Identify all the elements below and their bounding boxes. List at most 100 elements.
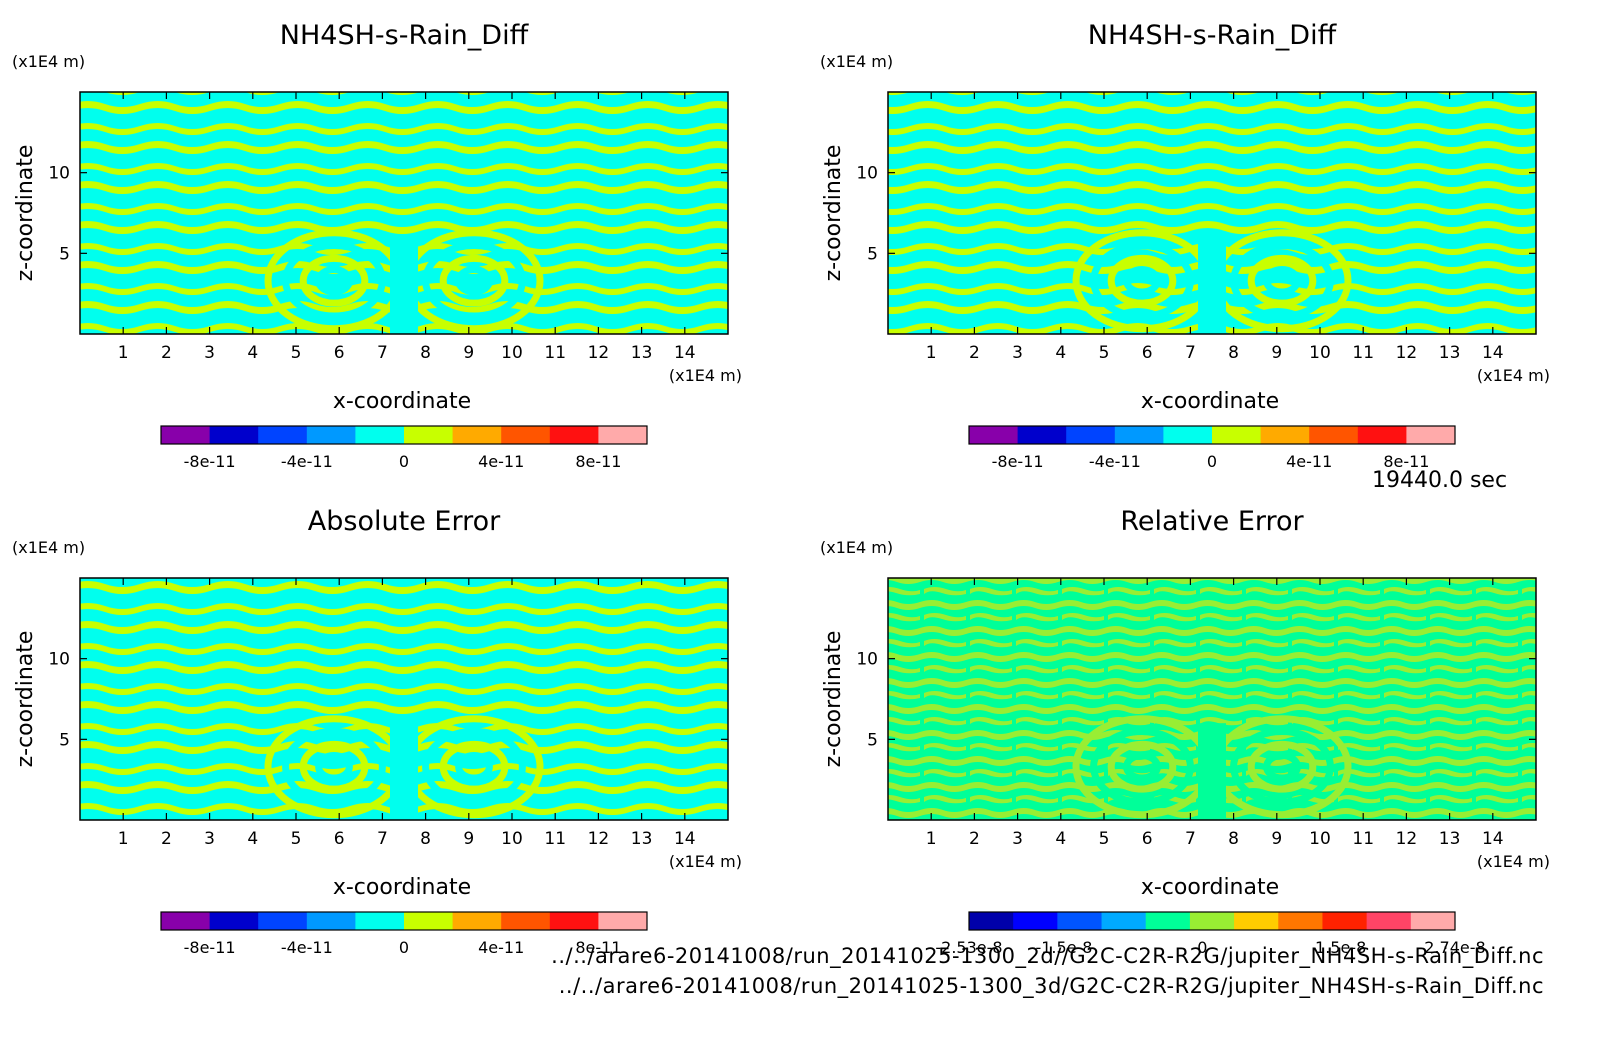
x-tick-label: 11 xyxy=(1352,343,1374,363)
panel-title: Absolute Error xyxy=(308,506,501,537)
colorbar-swatch xyxy=(404,912,454,930)
colorbar-swatch xyxy=(1114,426,1164,444)
colorbar-tick-label: -4e-11 xyxy=(1089,452,1141,471)
colorbar-swatch xyxy=(1066,426,1116,444)
panel-3: Absolute Error(x1E4 m)1 2 3 4 5 6 7 8 9 10 11 12 13 1… xyxy=(12,506,742,957)
plume-stem xyxy=(390,723,418,820)
swirl-left xyxy=(1107,254,1177,307)
colorbar-tick-label: 8e-11 xyxy=(1383,452,1429,471)
x-tick-label: 14 xyxy=(674,829,696,849)
colorbar-swatch xyxy=(1260,426,1310,444)
x-unit-label: (x1E4 m) xyxy=(1477,852,1550,871)
colorbar-swatch xyxy=(306,912,356,930)
y-unit-label: (x1E4 m) xyxy=(820,52,893,71)
x-tick-label: 8 xyxy=(1228,829,1239,849)
swirl-right xyxy=(422,728,526,806)
swirl-left xyxy=(1107,740,1177,793)
colorbar-swatch xyxy=(1234,912,1279,930)
panel-2: NH4SH-s-Rain_Diff(x1E4 m)1 2 3 4 5 6 7 8 9 10 11 12… xyxy=(820,20,1550,471)
colorbar-swatch xyxy=(355,912,405,930)
colorbar-tick-label: -4e-11 xyxy=(281,452,333,471)
x-tick-label: 11 xyxy=(1352,829,1374,849)
x-tick-label: 10 xyxy=(1309,343,1331,363)
colorbar-swatch xyxy=(598,912,648,930)
swirl-right xyxy=(1263,752,1301,782)
y-tick-label: 10 xyxy=(856,164,878,184)
swirl-left xyxy=(1090,242,1194,320)
y-unit-label: (x1E4 m) xyxy=(820,538,893,557)
swirl-right xyxy=(455,266,493,296)
x-tick-label: 3 xyxy=(1012,829,1023,849)
colorbar-frame xyxy=(968,425,1456,445)
plume-stem xyxy=(390,237,418,334)
colorbar-swatch xyxy=(1406,426,1456,444)
colorbar-swatch xyxy=(452,426,502,444)
colorbar-tick-label: 0 xyxy=(399,452,409,471)
colorbar-tick-label: -2.53e-8 xyxy=(935,938,1002,957)
x-tick-label: 13 xyxy=(1439,343,1461,363)
x-tick-label: 7 xyxy=(1185,829,1196,849)
colorbar-tick-label: 4e-11 xyxy=(1286,452,1332,471)
colorbar-swatch xyxy=(501,912,551,930)
swirl-right xyxy=(1247,740,1317,793)
colorbar-tick-label: 0 xyxy=(1207,452,1217,471)
colorbar-tick-label: -1.5e-8 xyxy=(1035,938,1092,957)
x-unit-label: (x1E4 m) xyxy=(1477,366,1550,385)
x-tick-label: 14 xyxy=(674,343,696,363)
x-axis-label: x-coordinate xyxy=(333,389,471,414)
x-tick-label: 9 xyxy=(463,343,474,363)
x-tick-label: 1 xyxy=(926,343,937,363)
colorbar-frame xyxy=(968,911,1456,931)
colorbar-frame xyxy=(160,425,648,445)
x-tick-label: 10 xyxy=(1309,829,1331,849)
swirl-left xyxy=(1123,266,1161,296)
x-tick-label: 7 xyxy=(377,343,388,363)
x-tick-label: 9 xyxy=(463,829,474,849)
swirl-right xyxy=(422,242,526,320)
x-axis-label: x-coordinate xyxy=(1141,875,1279,900)
colorbar-swatch xyxy=(1278,912,1323,930)
x-axis-label: x-coordinate xyxy=(1141,389,1279,414)
colorbar-swatch xyxy=(1189,912,1235,930)
swirl-right xyxy=(1230,242,1334,320)
x-tick-label: 11 xyxy=(544,829,566,849)
swirl-left xyxy=(282,242,386,320)
swirl-right xyxy=(439,740,509,793)
x-tick-label: 8 xyxy=(1228,343,1239,363)
colorbar-swatch xyxy=(501,426,551,444)
colorbar-tick-label: 8e-11 xyxy=(575,938,621,957)
colorbar-swatch xyxy=(969,426,1019,444)
colorbar-swatch xyxy=(1357,426,1407,444)
x-tick-label: 12 xyxy=(588,829,610,849)
x-tick-label: 5 xyxy=(291,829,302,849)
colorbar-swatch xyxy=(161,912,211,930)
colorbar-swatch xyxy=(549,426,599,444)
y-tick-label: 10 xyxy=(48,164,70,184)
swirl-right xyxy=(1263,266,1301,296)
x-tick-label: 12 xyxy=(588,343,610,363)
x-tick-label: 14 xyxy=(1482,343,1504,363)
x-tick-label: 5 xyxy=(1099,343,1110,363)
colorbar-swatch xyxy=(1101,912,1147,930)
colorbar-swatch xyxy=(598,426,648,444)
colorbar-swatch xyxy=(209,912,259,930)
colorbar-swatch xyxy=(258,426,308,444)
x-axis-label: x-coordinate xyxy=(333,875,471,900)
x-tick-label: 4 xyxy=(1055,829,1066,849)
x-tick-label: 6 xyxy=(1142,343,1153,363)
colorbar-tick-label: 0 xyxy=(399,938,409,957)
colorbar-tick-label: -8e-11 xyxy=(184,938,236,957)
swirl-left xyxy=(315,266,353,296)
x-tick-label: 2 xyxy=(161,343,172,363)
x-tick-label: 12 xyxy=(1396,343,1418,363)
plot-frame xyxy=(887,91,1537,335)
colorbar-swatch xyxy=(452,912,502,930)
colorbar-swatch xyxy=(1322,912,1368,930)
x-tick-label: 13 xyxy=(631,343,653,363)
x-tick-label: 7 xyxy=(1185,343,1196,363)
colorbar-swatch xyxy=(1145,912,1191,930)
x-tick-label: 10 xyxy=(501,829,523,849)
x-tick-label: 1 xyxy=(118,343,129,363)
x-tick-label: 6 xyxy=(334,829,345,849)
